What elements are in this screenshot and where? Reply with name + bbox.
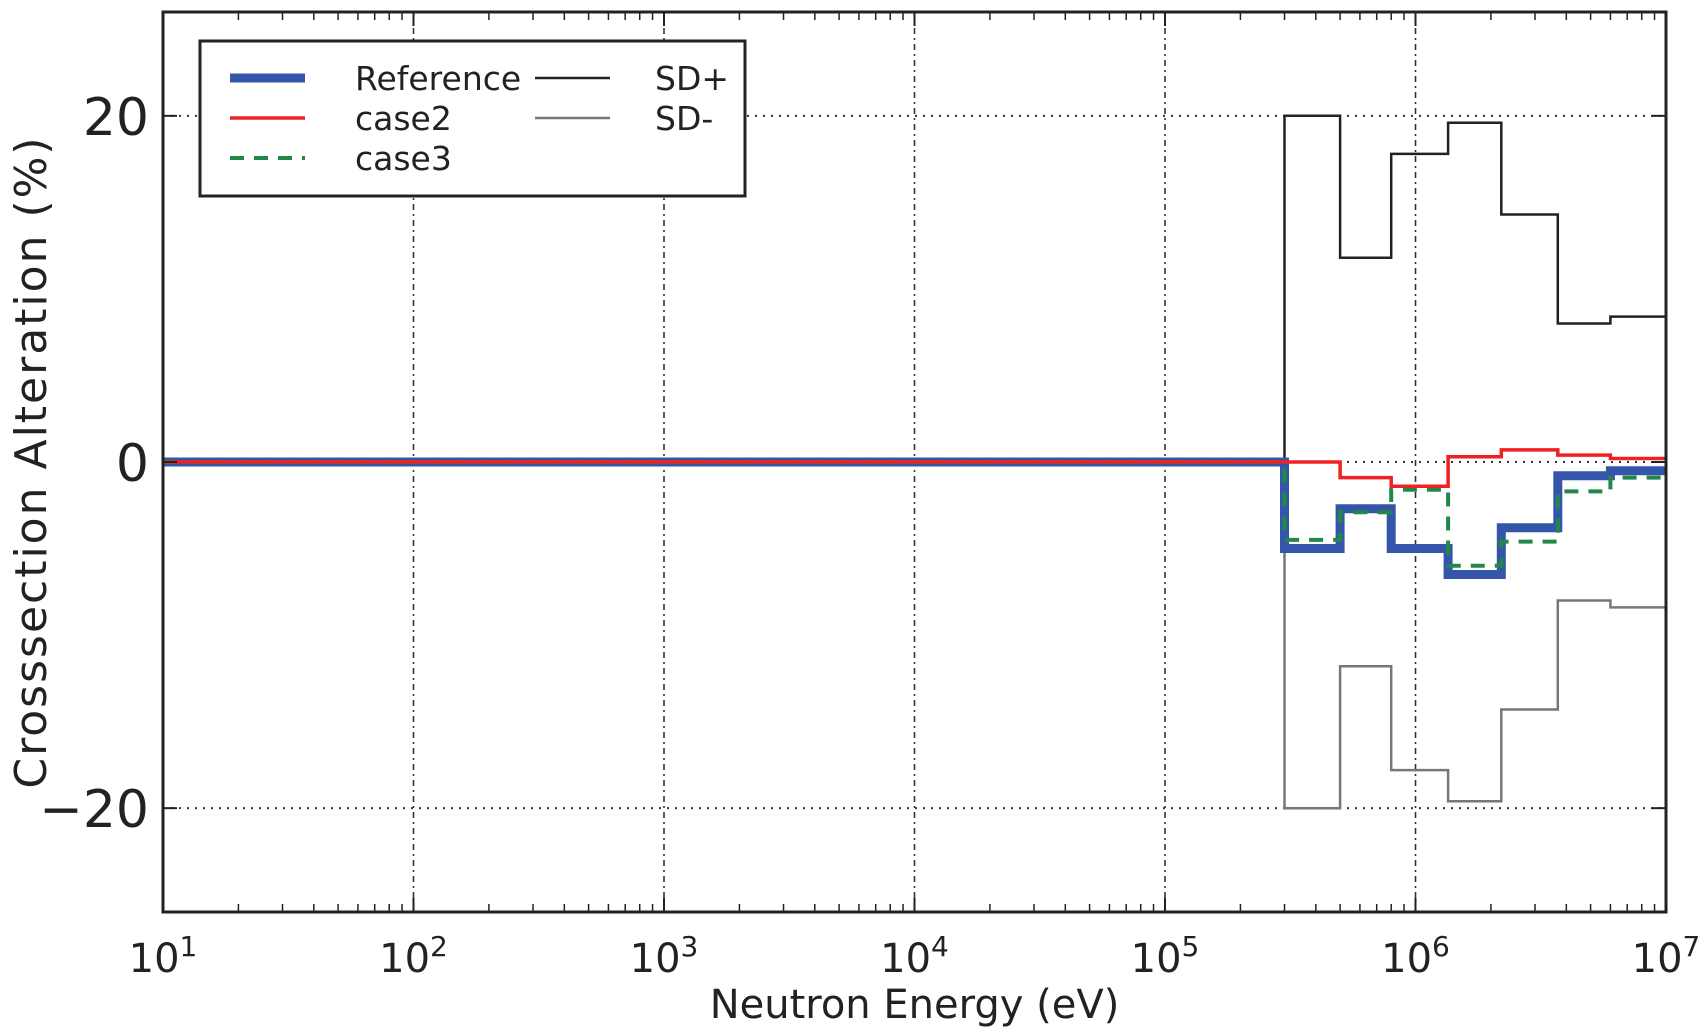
- x-tick-label: 102: [379, 930, 448, 982]
- series-line-case2: [163, 448, 1666, 488]
- series-line-case3: [163, 460, 1666, 568]
- series-line-reference: [163, 457, 1666, 579]
- y-tick-label: 0: [116, 434, 149, 494]
- legend-label-case2: case2: [355, 99, 452, 138]
- legend-label-sd: SD+: [655, 59, 729, 98]
- x-tick-label: 105: [1131, 930, 1200, 982]
- x-tick-label: 104: [880, 930, 949, 982]
- x-tick-label: 107: [1632, 930, 1700, 982]
- x-tick-label: 106: [1381, 930, 1450, 982]
- x-axis-label: Neutron Energy (eV): [710, 982, 1120, 1028]
- y-tick-label: −20: [39, 780, 149, 840]
- legend-label-case3: case3: [355, 139, 452, 178]
- y-axis-label: Crosssection Alteration (%): [6, 135, 57, 788]
- tick-layer: 101 102 103 104 105 106 107 20 0 −20: [39, 12, 1700, 982]
- legend-label-reference: Reference: [355, 59, 521, 98]
- series-line-sd: [1283, 462, 1666, 810]
- series-layer: [163, 114, 1666, 810]
- series-line-sd: [1283, 114, 1666, 462]
- y-tick-label: 20: [83, 88, 149, 148]
- x-tick-label: 101: [129, 930, 198, 982]
- legend-box: [198, 39, 747, 198]
- legend-label-sd: SD-: [655, 99, 713, 138]
- x-tick-label: 103: [630, 930, 699, 982]
